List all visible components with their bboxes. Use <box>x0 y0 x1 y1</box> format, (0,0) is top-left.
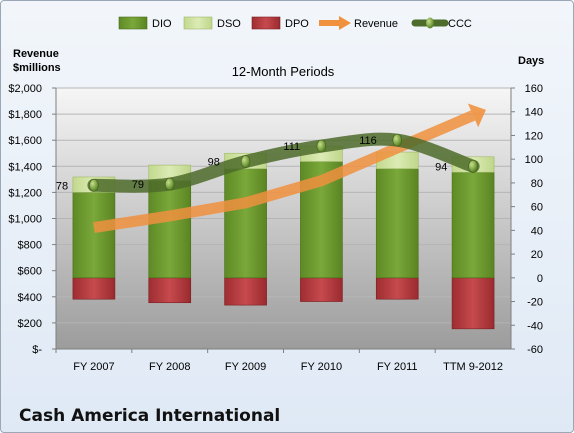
right-tick-label: 140 <box>525 107 543 119</box>
ccc-point <box>240 155 251 168</box>
revenue-arrowhead <box>467 103 486 128</box>
x-tick-label: FY 2009 <box>225 361 266 373</box>
ccc-data-label: 116 <box>359 135 377 147</box>
right-tick-label: 0 <box>537 273 543 285</box>
x-tick-label: TTM 9-2012 <box>443 361 503 373</box>
left-tick-label: $- <box>32 344 42 356</box>
ccc-line <box>87 132 480 193</box>
bar-dio <box>451 171 495 279</box>
legend-arrowhead <box>339 16 351 30</box>
legend-label: DIO <box>152 18 172 30</box>
bar-dio <box>148 180 192 279</box>
ccc-data-label: 79 <box>132 179 144 191</box>
right-tick-label: 160 <box>525 83 543 95</box>
bar-dpo <box>148 277 192 304</box>
right-tick-label: 100 <box>525 154 543 166</box>
bar-dio <box>375 168 419 279</box>
bar-dpo <box>224 277 267 306</box>
bar-dpo <box>72 277 116 300</box>
left-axis-label-line1: Revenue <box>13 48 59 60</box>
bar-dpo <box>375 277 419 300</box>
ccc-point <box>164 177 175 191</box>
left-tick-label: $400 <box>18 292 42 304</box>
legend-label: DSO <box>217 18 241 30</box>
left-tick-label: $600 <box>18 266 42 278</box>
right-tick-label: -60 <box>527 344 543 356</box>
ccc-data-label: 98 <box>208 157 220 169</box>
left-tick-label: $1,800 <box>8 109 42 121</box>
ccc-data-label: 78 <box>56 180 68 192</box>
left-tick-label: $1,200 <box>8 187 42 199</box>
right-tick-label: 120 <box>525 130 543 142</box>
legend: DIO DSO DPO Revenue CCC <box>118 16 472 30</box>
bar-dpo <box>300 277 343 302</box>
left-tick-label: $1,600 <box>8 135 42 147</box>
right-tick-label: 60 <box>531 202 543 214</box>
right-tick-label: -40 <box>527 320 543 332</box>
ccc-point <box>316 139 327 153</box>
left-axis-label-line2: $millions <box>13 62 61 74</box>
ccc-point <box>89 178 99 192</box>
right-tick-label: -20 <box>527 297 543 309</box>
legend-marker <box>426 17 434 29</box>
right-tick-label: 80 <box>531 178 543 190</box>
bar-dio <box>224 168 267 279</box>
right-tick-label: 20 <box>531 249 543 261</box>
ccc-data-label: 94 <box>435 161 447 173</box>
chart-title: 12-Month Periods <box>232 64 335 79</box>
legend-label: Revenue <box>354 18 398 30</box>
left-tick-label: $200 <box>18 318 42 330</box>
legend-swatch <box>118 16 148 30</box>
legend-swatch <box>183 16 213 30</box>
x-tick-label: FY 2010 <box>301 361 342 373</box>
x-tick-label: FY 2011 <box>377 361 418 373</box>
lines: 78 79 98 111 116 94 <box>56 103 486 234</box>
legend-swatch <box>251 16 281 30</box>
right-axis-label: Days <box>518 55 544 67</box>
legend-label: CCC <box>448 18 472 30</box>
ccc-data-label: 111 <box>283 141 300 153</box>
axes: $- $200 $400 $600 $800 $1,000 $1,200 $1,400 $1,6… <box>8 83 543 373</box>
legend-label: DPO <box>285 18 309 30</box>
bar-dpo <box>451 277 495 330</box>
left-tick-label: $1,000 <box>8 214 42 226</box>
right-tick-label: 40 <box>531 225 543 237</box>
gridlines <box>56 87 511 350</box>
left-tick-label: $800 <box>18 240 42 252</box>
x-tick-label: FY 2008 <box>149 361 190 373</box>
ccc-point <box>468 160 478 173</box>
ccc-point <box>392 133 403 147</box>
left-tick-label: $2,000 <box>8 83 42 95</box>
left-tick-label: $1,400 <box>8 161 42 173</box>
x-tick-label: FY 2007 <box>73 361 114 373</box>
company-name: Cash America International <box>19 406 281 426</box>
bar-dio <box>72 192 116 279</box>
